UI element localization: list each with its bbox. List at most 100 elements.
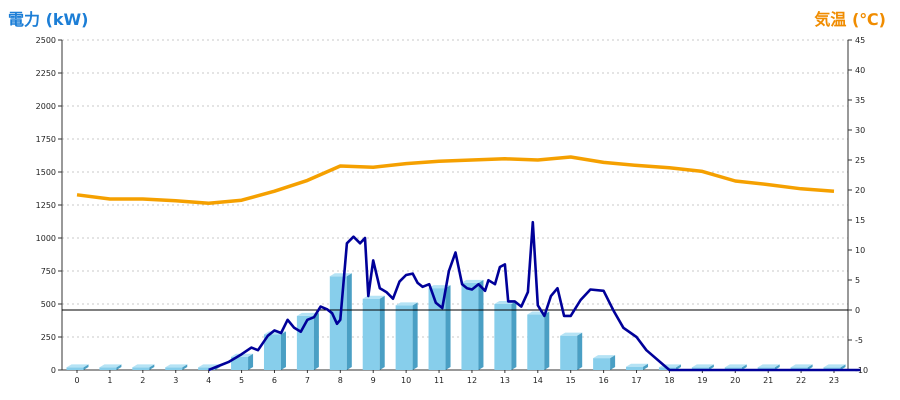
right-tick-label: 40 [855, 66, 865, 75]
x-tick-label: 5 [239, 376, 244, 385]
power-bar [560, 335, 578, 370]
right-tick-label: -10 [855, 366, 868, 375]
power-bar-side [83, 364, 89, 370]
power-bar-top [329, 273, 352, 277]
power-bar [494, 304, 512, 370]
power-bar-side [313, 312, 319, 370]
power-bar-top [461, 279, 484, 283]
power-bar-side [840, 364, 846, 370]
x-tick-label: 17 [631, 376, 641, 385]
x-tick-label: 0 [74, 376, 79, 385]
left-tick-label: 2500 [36, 36, 56, 45]
power-bar [724, 367, 742, 370]
x-tick-label: 12 [467, 376, 477, 385]
right-tick-label: 35 [855, 96, 865, 105]
x-tick-label: 18 [664, 376, 674, 385]
power-bar-top [99, 364, 122, 368]
power-bar [757, 367, 775, 370]
x-tick-label: 13 [500, 376, 510, 385]
power-bar-top [626, 363, 649, 367]
x-tick-label: 4 [206, 376, 211, 385]
power-bar [165, 367, 183, 370]
power-bar-top [724, 364, 747, 368]
power-bar-side [478, 279, 484, 370]
power-bar-top [691, 364, 714, 368]
x-tick-label: 3 [173, 376, 178, 385]
power-bar-side [708, 364, 714, 370]
right-tick-label: 25 [855, 156, 865, 165]
x-tick-label: 11 [434, 376, 444, 385]
power-bar [593, 358, 611, 370]
power-bar-top [66, 364, 89, 368]
x-tick-label: 21 [763, 376, 773, 385]
power-bar-side [412, 302, 418, 370]
power-bar-side [379, 295, 385, 370]
right-tick-label: 10 [855, 246, 865, 255]
left-tick-label: 1500 [36, 168, 56, 177]
x-tick-label: 9 [371, 376, 376, 385]
x-tick-label: 16 [599, 376, 609, 385]
power-bar-side [741, 364, 747, 370]
power-bar-top [593, 355, 616, 359]
left-tick-label: 2250 [36, 69, 56, 78]
power-bar [527, 314, 545, 370]
power-bar-side [675, 364, 681, 370]
x-tick-label: 6 [272, 376, 277, 385]
left-tick-label: 2000 [36, 102, 56, 111]
left-tick-label: 1750 [36, 135, 56, 144]
power-bar-side [577, 332, 583, 370]
power-bar [823, 367, 841, 370]
x-tick-label: 20 [730, 376, 740, 385]
power-bar-side [610, 355, 616, 370]
power-bar-side [643, 363, 649, 370]
right-tick-label: 45 [855, 36, 865, 45]
power-bar-side [774, 364, 780, 370]
power-bar [198, 367, 216, 370]
x-tick-label: 22 [796, 376, 806, 385]
x-tick-label: 1 [107, 376, 112, 385]
left-tick-label: 1000 [36, 234, 56, 243]
left-axis-title: 電力 (kW) [8, 10, 89, 29]
x-tick-label: 19 [697, 376, 707, 385]
power-bar-side [346, 273, 352, 370]
right-tick-label: 0 [855, 306, 860, 315]
power-bar [99, 367, 117, 370]
power-bar-side [149, 364, 155, 370]
x-tick-label: 15 [566, 376, 576, 385]
power-bar-side [248, 353, 254, 370]
power-bar-side [280, 331, 286, 370]
x-tick-label: 10 [401, 376, 411, 385]
power-bar-top [165, 364, 188, 368]
right-tick-label: 30 [855, 126, 865, 135]
left-tick-label: 750 [41, 267, 56, 276]
power-bar-top [560, 332, 583, 336]
power-bar-top [757, 364, 780, 368]
power-bar [263, 334, 281, 370]
power-line [208, 220, 861, 372]
power-bar-top [823, 364, 846, 368]
power-bar-side [182, 364, 188, 370]
left-tick-label: 0 [51, 366, 56, 375]
x-tick-label: 2 [140, 376, 145, 385]
power-bar-top [790, 364, 813, 368]
power-bar [626, 366, 644, 370]
power-bar-top [296, 312, 319, 316]
x-tick-label: 7 [305, 376, 310, 385]
power-bar [395, 305, 413, 370]
left-tick-label: 250 [41, 333, 56, 342]
right-tick-label: -5 [855, 336, 863, 345]
right-tick-label: 20 [855, 186, 865, 195]
x-tick-label: 8 [338, 376, 343, 385]
temperature-line [76, 155, 835, 205]
right-axis-title: 気温 (℃) [814, 10, 886, 29]
power-bar-top [132, 364, 155, 368]
left-tick-label: 500 [41, 300, 56, 309]
power-bar [790, 367, 808, 370]
power-bar-side [445, 285, 451, 370]
right-tick-label: 15 [855, 216, 865, 225]
power-bar-side [807, 364, 813, 370]
right-tick-label: 5 [855, 276, 860, 285]
power-bar [362, 298, 380, 370]
power-bar-side [544, 311, 550, 370]
